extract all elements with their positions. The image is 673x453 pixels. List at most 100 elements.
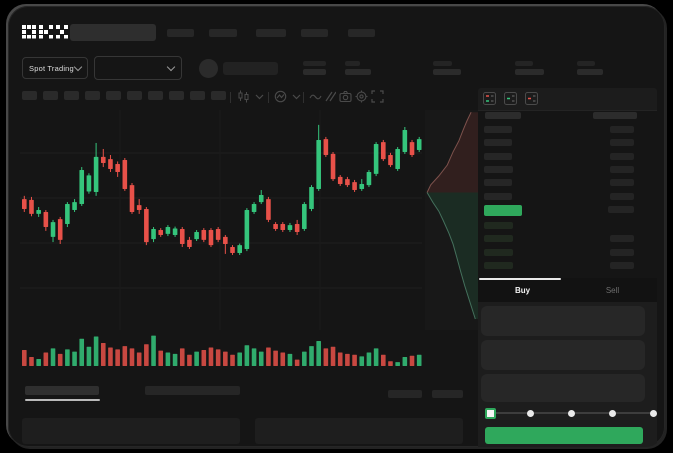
slider-stop-dot[interactable] [649, 409, 657, 417]
ask-amount-placeholder [610, 152, 634, 160]
line-tool-icon[interactable] [309, 90, 323, 104]
stat-label-placeholder [433, 61, 452, 66]
ask-row[interactable] [478, 152, 657, 163]
toolbar-divider [268, 92, 269, 103]
timeframe-button-placeholder[interactable] [148, 91, 163, 100]
ask-price-placeholder [484, 179, 512, 187]
coin-avatar[interactable] [199, 59, 218, 78]
timeframe-button-placeholder[interactable] [85, 91, 100, 100]
timeframe-button-placeholder[interactable] [190, 91, 205, 100]
stat-label-placeholder [515, 61, 533, 66]
candle-type-icon[interactable] [237, 90, 251, 104]
bid-row[interactable] [478, 248, 657, 259]
ask-amount-placeholder [610, 139, 634, 147]
timeframe-button-placeholder[interactable] [22, 91, 37, 100]
timeframe-button-placeholder[interactable] [43, 91, 58, 100]
nav-item-placeholder[interactable] [167, 29, 194, 37]
timeframe-button-placeholder[interactable] [64, 91, 79, 100]
nav-item-placeholder[interactable] [348, 29, 375, 37]
stat-value-placeholder [577, 69, 603, 75]
bid-amount-placeholder [610, 235, 634, 243]
nav-item-placeholder[interactable] [301, 29, 328, 37]
orderbook-col-header-right [593, 112, 637, 119]
slider-stop-dot[interactable] [608, 409, 616, 417]
trade-input-placeholder[interactable] [481, 374, 645, 402]
stat-value-placeholder [303, 69, 326, 75]
ask-amount-placeholder [610, 165, 634, 173]
bottom-tab-placeholder[interactable] [25, 386, 99, 395]
nav-item-placeholder[interactable] [256, 29, 286, 37]
bid-row[interactable] [478, 235, 657, 245]
compare-icon[interactable] [323, 90, 337, 104]
orderbook-toolbar [478, 88, 657, 111]
timeframe-button-placeholder[interactable] [169, 91, 184, 100]
search-input[interactable] [70, 24, 156, 41]
last-price-amount-placeholder [608, 206, 634, 213]
stat-value-placeholder [515, 69, 544, 75]
okx-logo-glyphs [22, 25, 68, 39]
ask-amount-placeholder [610, 179, 634, 187]
bottom-panel-placeholder [22, 418, 240, 444]
slider-handle[interactable] [485, 408, 496, 419]
ask-price-placeholder [484, 152, 512, 160]
orderbook-combined-view-icon[interactable] [483, 92, 496, 105]
ask-price-placeholder [484, 192, 512, 200]
stat-label-placeholder [577, 61, 595, 66]
stat-value-placeholder [345, 69, 371, 75]
stat-label-placeholder [303, 61, 326, 66]
bottom-tab-placeholder[interactable] [145, 386, 240, 395]
bid-price-placeholder [484, 261, 513, 269]
bottom-action-placeholder[interactable] [432, 390, 463, 398]
orderbook-bids-view-icon[interactable] [504, 92, 517, 105]
slider-stop-dot[interactable] [527, 409, 535, 417]
chevron-down-icon[interactable] [292, 93, 306, 107]
tab-sell[interactable]: Sell [605, 286, 620, 295]
timeframe-button-placeholder[interactable] [127, 91, 142, 100]
ask-price-placeholder [484, 165, 513, 173]
nav-item-placeholder[interactable] [209, 29, 237, 37]
stat-label-placeholder [345, 61, 360, 66]
pair-selector[interactable] [94, 56, 182, 80]
ask-row[interactable] [478, 165, 657, 176]
ask-row[interactable] [478, 192, 657, 203]
ask-price-placeholder [484, 139, 512, 147]
tab-buy[interactable]: Buy [514, 286, 531, 295]
candlestick-chart[interactable] [20, 110, 422, 330]
trade-input-placeholder[interactable] [481, 340, 645, 370]
bottom-action-placeholder[interactable] [388, 390, 422, 398]
pair-name-placeholder [223, 62, 278, 75]
trade-tabbar: Buy Sell [478, 278, 657, 302]
timeframe-button-placeholder[interactable] [106, 91, 121, 100]
buy-submit-button[interactable] [485, 427, 643, 444]
app-frame: Spot Trading [8, 6, 665, 447]
stat-value-placeholder [433, 69, 461, 75]
trade-input-placeholder[interactable] [481, 306, 645, 336]
orderbook-col-header-left [485, 112, 521, 119]
chevron-down-icon[interactable] [255, 93, 269, 107]
ask-amount-placeholder [610, 126, 634, 133]
depth-chart [425, 110, 478, 330]
ask-row[interactable] [478, 179, 657, 189]
fullscreen-icon[interactable] [371, 90, 385, 104]
bid-row[interactable] [478, 261, 657, 272]
last-price-badge[interactable] [484, 205, 522, 216]
okx-logo[interactable] [22, 24, 68, 39]
chevron-down-icon [73, 62, 83, 71]
orderbook-asks-view-icon[interactable] [525, 92, 538, 105]
ask-row[interactable] [478, 139, 657, 149]
ask-amount-placeholder [610, 192, 634, 200]
slider-stop-dot[interactable] [568, 409, 575, 417]
camera-icon[interactable] [339, 90, 353, 104]
market-type-label: Spot Trading [29, 63, 74, 73]
settings-icon[interactable] [355, 90, 369, 104]
ask-row[interactable] [478, 126, 657, 136]
bid-row[interactable] [478, 222, 657, 232]
timeframe-button-placeholder[interactable] [211, 91, 226, 100]
indicators-icon[interactable] [274, 90, 288, 104]
toolbar-divider [303, 92, 304, 103]
bid-price-placeholder [484, 248, 513, 256]
volume-chart[interactable] [20, 332, 422, 368]
bottom-panel-placeholder [255, 418, 463, 444]
ask-price-placeholder [484, 126, 512, 133]
market-type-selector[interactable]: Spot Trading [22, 57, 88, 79]
